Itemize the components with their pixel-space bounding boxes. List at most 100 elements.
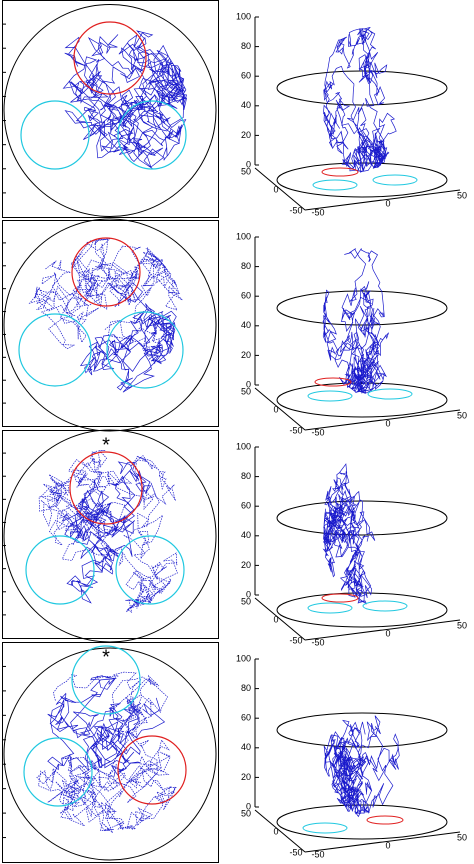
trajectory bbox=[64, 30, 188, 169]
z-tick-label: 0 bbox=[246, 379, 251, 389]
upper-ring bbox=[276, 500, 448, 536]
arena-frame bbox=[2, 642, 219, 863]
z-tick-label: 40 bbox=[241, 100, 251, 110]
trajectory bbox=[322, 463, 376, 605]
z-tick-label: 80 bbox=[241, 261, 251, 271]
x-tick-label: 50 bbox=[241, 808, 251, 818]
cyan-zone bbox=[71, 645, 141, 715]
cyan-zone bbox=[307, 602, 353, 614]
x-tick-label: 50 bbox=[241, 166, 251, 176]
cyan-zone bbox=[312, 179, 358, 191]
cyan-zone bbox=[372, 174, 418, 186]
x-tick-label: -50 bbox=[289, 205, 302, 215]
y-axis bbox=[304, 409, 461, 431]
y-axis bbox=[304, 189, 461, 211]
z-tick-label: 20 bbox=[241, 772, 251, 782]
y-tick-label: 0 bbox=[385, 418, 390, 428]
x-tick-label: 0 bbox=[273, 614, 278, 624]
trajectory bbox=[62, 34, 174, 162]
z-tick-label: 20 bbox=[241, 350, 251, 360]
trajectory bbox=[28, 238, 183, 360]
cyan-zone bbox=[302, 822, 348, 834]
y-tick-label: 0 bbox=[385, 198, 390, 208]
arena bbox=[3, 647, 217, 861]
red-zone bbox=[69, 451, 143, 525]
floor-ring bbox=[276, 382, 448, 418]
cyan-zone bbox=[362, 600, 408, 612]
trajectory bbox=[323, 715, 400, 818]
red-zone bbox=[321, 167, 359, 177]
significance-marker: * bbox=[102, 434, 110, 456]
significance-marker: * bbox=[102, 646, 110, 668]
red-zone bbox=[73, 21, 147, 95]
z-tick-label: 100 bbox=[236, 441, 251, 451]
y-tick-label: 50 bbox=[457, 620, 467, 630]
trajectory bbox=[47, 675, 166, 776]
x-tick-label: 0 bbox=[273, 404, 278, 414]
red-zone bbox=[314, 377, 352, 387]
z-tick-label: 40 bbox=[241, 530, 251, 540]
y-tick-label: 0 bbox=[385, 840, 390, 850]
cyan-zone bbox=[106, 311, 184, 389]
y-tick-label: -50 bbox=[311, 207, 324, 217]
cyan-zone bbox=[307, 390, 353, 402]
trajectory bbox=[36, 671, 177, 834]
trajectory bbox=[323, 27, 397, 173]
z-tick-label: 80 bbox=[241, 683, 251, 693]
trajectory bbox=[61, 461, 152, 604]
z-tick-label: 100 bbox=[236, 231, 251, 241]
red-zone bbox=[366, 815, 404, 825]
y-axis bbox=[304, 831, 461, 853]
x-axis bbox=[254, 597, 306, 641]
z-tick-label: 60 bbox=[241, 71, 251, 81]
cyan-zone bbox=[23, 737, 93, 807]
cyan-zone bbox=[25, 535, 95, 605]
x-tick-label: 50 bbox=[241, 386, 251, 396]
upper-ring bbox=[276, 712, 448, 748]
red-zone bbox=[117, 735, 187, 805]
y-tick-label: 50 bbox=[457, 832, 467, 842]
cyan-zone bbox=[367, 388, 413, 400]
y-axis bbox=[304, 619, 461, 641]
trajectory bbox=[322, 247, 389, 394]
z-tick-label: 0 bbox=[246, 801, 251, 811]
x-axis bbox=[254, 809, 306, 853]
y-tick-label: -50 bbox=[311, 427, 324, 437]
z-tick-label: 20 bbox=[241, 130, 251, 140]
floor-ring bbox=[276, 804, 448, 840]
trajectory bbox=[79, 282, 177, 393]
y-tick-label: -50 bbox=[311, 637, 324, 647]
x-tick-label: 0 bbox=[273, 184, 278, 194]
z-tick-label: 80 bbox=[241, 471, 251, 481]
x-tick-label: -50 bbox=[289, 847, 302, 857]
cyan-zone bbox=[18, 313, 92, 387]
z-tick-label: 60 bbox=[241, 291, 251, 301]
cyan-zone bbox=[20, 100, 90, 170]
z-tick-label: 40 bbox=[241, 320, 251, 330]
y-tick-label: 50 bbox=[457, 190, 467, 200]
z-tick-label: 0 bbox=[246, 159, 251, 169]
arena bbox=[3, 4, 217, 217]
x-axis bbox=[254, 387, 306, 431]
z-tick-label: 20 bbox=[241, 560, 251, 570]
arena bbox=[3, 429, 217, 643]
z-tick-label: 60 bbox=[241, 713, 251, 723]
z-tick-label: 100 bbox=[236, 653, 251, 663]
cyan-zone bbox=[115, 535, 185, 605]
x-axis bbox=[254, 167, 306, 211]
cyan-zone bbox=[117, 100, 187, 170]
z-tick-label: 80 bbox=[241, 41, 251, 51]
z-tick-label: 60 bbox=[241, 501, 251, 511]
y-tick-label: -50 bbox=[311, 849, 324, 859]
x-tick-label: -50 bbox=[289, 425, 302, 435]
x-tick-label: -50 bbox=[289, 635, 302, 645]
y-tick-label: 50 bbox=[457, 410, 467, 420]
z-tick-label: 0 bbox=[246, 589, 251, 599]
floor-ring bbox=[276, 592, 448, 628]
x-tick-label: 50 bbox=[241, 596, 251, 606]
